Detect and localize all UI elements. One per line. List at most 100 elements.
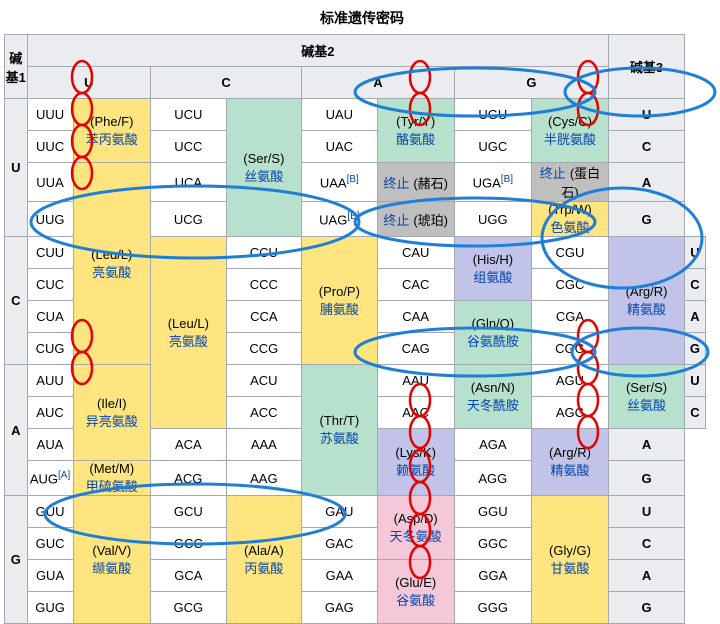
amino-name[interactable]: (琥珀)	[413, 213, 448, 228]
amino-name[interactable]: 亮氨酸	[74, 262, 151, 281]
amino-abbr: (Gly/G)	[532, 543, 608, 558]
amino-cell: (Glu/E)谷氨酸	[377, 560, 454, 624]
codon-AGG: AGG	[454, 461, 531, 496]
amino-name[interactable]: 谷氨酸	[378, 590, 454, 609]
codon-UUG: UUG	[27, 202, 73, 237]
codon-CAU: CAU	[377, 237, 454, 269]
codon-GAC: GAC	[302, 528, 378, 560]
codon-CUG: CUG	[27, 333, 73, 365]
ref-link[interactable]: [B]	[501, 174, 513, 185]
codon-UAU: UAU	[302, 99, 378, 131]
codon-UGU: UGU	[454, 99, 531, 131]
amino-name[interactable]: 赖氨酸	[378, 460, 454, 479]
codon-UAG: UAG[B]	[302, 202, 378, 237]
amino-name[interactable]: 甘氨酸	[532, 558, 608, 577]
amino-name[interactable]: 天冬酰胺	[455, 395, 531, 414]
codon-CUA: CUA	[27, 301, 73, 333]
codon-CUC: CUC	[27, 269, 73, 301]
codon-CCG: CCG	[226, 333, 302, 365]
codon-GUG: GUG	[27, 592, 73, 624]
amino-name[interactable]: 精氨酸	[609, 299, 684, 318]
codon-GCG: GCG	[151, 592, 227, 624]
amino-abbr: (Ile/I)	[74, 396, 151, 411]
amino-abbr: (Phe/F)	[74, 114, 151, 129]
row-base3-C: C	[609, 528, 685, 560]
amino-cell: (Ser/S)丝氨酸	[609, 365, 685, 429]
amino-abbr: (Asn/N)	[455, 380, 531, 395]
codon-GAU: GAU	[302, 496, 378, 528]
amino-name[interactable]: 甲硫氨酸	[74, 476, 151, 495]
codon-AUA: AUA	[27, 429, 73, 461]
codon-CCC: CCC	[226, 269, 302, 301]
amino-abbr: (Trp/W)	[532, 202, 608, 217]
header-base1: 碱基1	[5, 35, 28, 99]
header-base3: 碱基3	[609, 35, 685, 99]
amino-name[interactable]: 苯丙氨酸	[74, 129, 151, 148]
codon-UUU: UUU	[27, 99, 73, 131]
amino-abbr: (Asp/D)	[378, 511, 454, 526]
amino-cell: 终止(蛋白石)	[531, 163, 608, 202]
amino-cell: (Leu/L)亮氨酸	[73, 163, 151, 365]
row-base3-C: C	[609, 131, 685, 163]
amino-abbr: (Val/V)	[74, 543, 151, 558]
amino-cell: (Val/V)缬氨酸	[73, 496, 151, 624]
row-base3-A: A	[684, 301, 705, 333]
amino-name[interactable]: 组氨酸	[455, 267, 531, 286]
amino-cell: (Lys/K)赖氨酸	[377, 429, 454, 496]
amino-name[interactable]: 苏氨酸	[302, 428, 377, 447]
amino-name[interactable]: 丝氨酸	[609, 395, 684, 414]
amino-name[interactable]: 色氨酸	[532, 217, 608, 236]
codon-CUU: CUU	[27, 237, 73, 269]
amino-abbr: (Tyr/Y)	[378, 114, 454, 129]
row-base3-U: U	[609, 99, 685, 131]
amino-name[interactable]: 天冬氨酸	[378, 526, 454, 545]
row-base3-G: G	[609, 592, 685, 624]
amino-name[interactable]: (蛋白石)	[561, 166, 600, 200]
header-col-G: G	[454, 67, 608, 99]
row-base1-U: U	[5, 99, 28, 237]
amino-cell: (Trp/W)色氨酸	[531, 202, 608, 237]
amino-cell: (Asn/N)天冬酰胺	[454, 365, 531, 429]
amino-cell: (Arg/R)精氨酸	[531, 429, 608, 496]
amino-cell: (Thr/T)苏氨酸	[302, 365, 378, 496]
row-base3-A: A	[609, 163, 685, 202]
ref-link[interactable]: [A]	[58, 470, 70, 481]
codon-GCA: GCA	[151, 560, 227, 592]
amino-abbr: (Ala/A)	[227, 543, 302, 558]
amino-name[interactable]: 异亮氨酸	[74, 411, 151, 430]
amino-name[interactable]: 丝氨酸	[227, 166, 302, 185]
amino-cell: (Pro/P)脯氨酸	[302, 237, 378, 365]
amino-cell: (Met/M)甲硫氨酸	[73, 461, 151, 496]
amino-cell: 终止(琥珀)	[377, 202, 454, 237]
amino-name[interactable]: 亮氨酸	[151, 331, 226, 350]
amino-name[interactable]: 半胱氨酸	[532, 129, 608, 148]
row-base3-A: A	[609, 560, 685, 592]
codon-ACG: ACG	[151, 461, 227, 496]
codon-AAC: AAC	[377, 397, 454, 429]
amino-abbr: (Arg/R)	[609, 284, 684, 299]
amino-name[interactable]: 精氨酸	[532, 460, 608, 479]
codon-CAG: CAG	[377, 333, 454, 365]
amino-cell: (Ile/I)异亮氨酸	[73, 365, 151, 461]
amino-abbr: (Pro/P)	[302, 284, 377, 299]
amino-name[interactable]: 缬氨酸	[74, 558, 151, 577]
amino-name[interactable]: (赭石)	[413, 176, 448, 191]
codon-UCU: UCU	[151, 99, 227, 131]
amino-name[interactable]: 丙氨酸	[227, 558, 302, 577]
amino-name[interactable]: 酪氨酸	[378, 129, 454, 148]
codon-AAG: AAG	[226, 461, 302, 496]
header-base2: 碱基2	[27, 35, 609, 67]
row-base1-C: C	[5, 237, 28, 365]
codon-CAA: CAA	[377, 301, 454, 333]
amino-name[interactable]: 谷氨酰胺	[455, 331, 531, 350]
amino-name[interactable]: 脯氨酸	[302, 299, 377, 318]
row-base3-C: C	[684, 397, 705, 429]
amino-abbr: (Lys/K)	[378, 445, 454, 460]
ref-link[interactable]: [B]	[347, 174, 359, 185]
codon-GGU: GGU	[454, 496, 531, 528]
amino-cell: (Asp/D)天冬氨酸	[377, 496, 454, 560]
row-base3-G: G	[609, 461, 685, 496]
codon-GAG: GAG	[302, 592, 378, 624]
ref-link[interactable]: [B]	[347, 211, 359, 222]
amino-abbr: 终止	[540, 166, 566, 181]
